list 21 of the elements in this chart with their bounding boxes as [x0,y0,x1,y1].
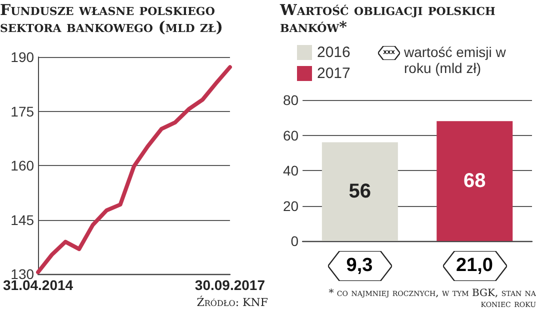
y-tick-label: 0 [290,233,299,249]
chart-title: Fundusze własne polskiego sektora bankowego (mld zł) [0,1,224,36]
hexagon-frame: 9,3 [328,251,392,281]
hexagon-frame: 21,0 [442,251,506,281]
x-tick-label: 30.09.2017 [194,277,266,293]
legend-label: 2016 [317,44,350,61]
y-tick-label: 60 [282,127,299,144]
chart-title: Wartość obligacji polskich banków* [280,1,496,36]
y-tick-label: 160 [10,158,34,174]
legend-label: 2017 [317,65,350,82]
y-tick-label: 40 [282,162,299,178]
text: wartość emisji w roku (mld zł) [404,44,507,76]
y-tick-label: 190 [10,49,34,65]
data-label: 56 [348,180,372,203]
text: Źródło: KNF [196,296,268,309]
y-tick-label: 80 [282,92,299,108]
y-tick-label: 20 [282,198,299,214]
data-label: 68 [464,170,486,192]
y-tick-label: 175 [10,103,34,120]
y-tick-label: 145 [10,212,34,228]
text: * co najmniej rocznych, w tym BGK, stan na koniec roku [328,288,536,310]
